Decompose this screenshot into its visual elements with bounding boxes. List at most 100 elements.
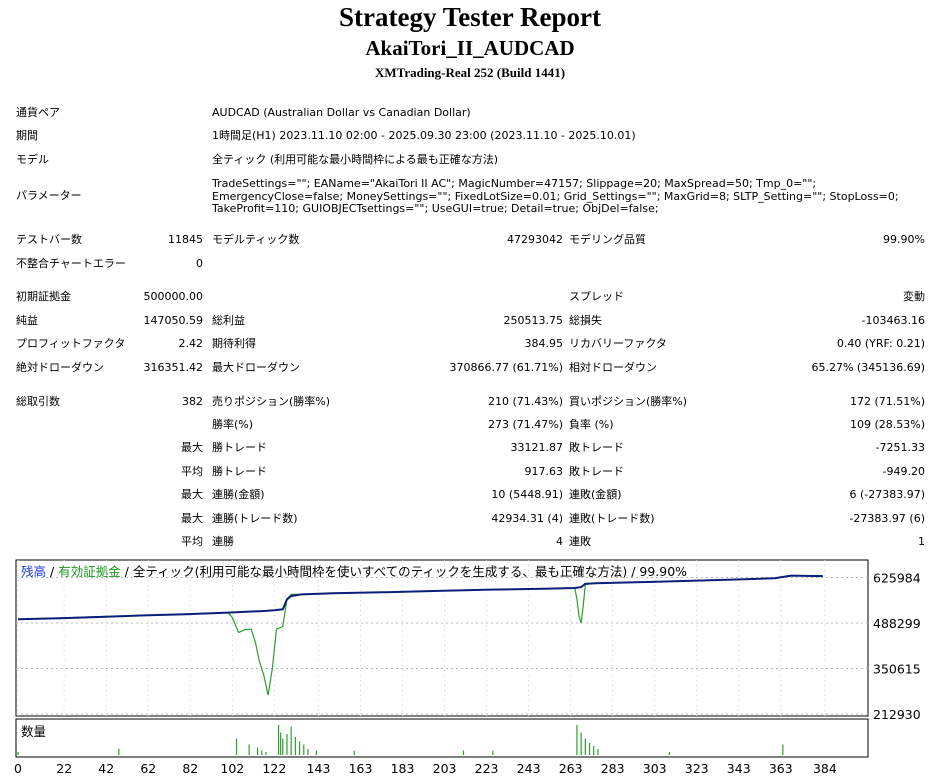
- avg-loss-value: -949.20: [882, 465, 925, 478]
- x-tick-label: 384: [813, 761, 837, 776]
- symbol-value: AUDCAD (Australian Dollar vs Canadian Do…: [212, 106, 471, 119]
- x-tick-label: 82: [182, 761, 198, 776]
- chart-frame: [15, 559, 869, 717]
- chart-grid: [16, 560, 868, 716]
- bars-value: 11845: [168, 233, 203, 246]
- expected-payoff-label: 期待利得: [212, 337, 256, 350]
- period-label: 期間: [16, 129, 38, 142]
- x-tick-label: 183: [391, 761, 415, 776]
- y-tick-label: 488299: [873, 616, 921, 631]
- params-label: パラメーター: [16, 189, 82, 202]
- rel-drawdown-value: 65.27% (345136.69): [811, 361, 925, 374]
- report-server: XMTrading-Real 252 (Build 1441): [374, 65, 566, 80]
- bars-label: テストバー数: [16, 233, 82, 246]
- symbol-label: 通貨ペア: [16, 106, 60, 119]
- max-drawdown-value: 370866.77 (61.71%): [449, 361, 563, 374]
- win-rate-value: 273 (71.47%): [487, 418, 563, 431]
- report-subtitle: AkaiTori_II_AUDCAD: [365, 36, 575, 60]
- cons-wins-amount-value: 10 (5448.91): [491, 488, 563, 501]
- cons-losses-count-value: -27383.97 (6): [849, 512, 925, 525]
- y-tick-label: 350615: [873, 662, 921, 677]
- loss-rate-value: 109 (28.53%): [849, 418, 925, 431]
- y-tick-labels: 625984 488299 350615 212930: [873, 571, 921, 722]
- deposit-label: 初期証拠金: [16, 290, 71, 303]
- recovery-factor-value: 0.40 (YRF: 0.21): [836, 337, 925, 350]
- x-tick-label: 363: [769, 761, 793, 776]
- cons-losses-amount-label: 連敗(金額): [569, 488, 622, 501]
- max-word: 最大: [181, 512, 203, 525]
- x-tick-label: 0: [14, 761, 22, 776]
- legend-equity: 有効証拠金: [58, 564, 121, 579]
- legend-balance: 残高: [21, 564, 46, 579]
- volume-label: 数量: [21, 724, 46, 739]
- deposit-value: 500000.00: [143, 290, 204, 303]
- mismatch-label: 不整合チャートエラー: [16, 257, 126, 270]
- legend-separator: /: [46, 564, 58, 579]
- abs-drawdown-value: 316351.42: [143, 361, 204, 374]
- avg-loss-label: 敗トレード: [569, 465, 624, 478]
- short-positions-label: 売りポジション(勝率%): [212, 395, 331, 408]
- largest-loss-value: -7251.33: [875, 441, 925, 454]
- x-tick-label: 203: [433, 761, 457, 776]
- cons-wins-count-value: 42934.31 (4): [491, 512, 563, 525]
- largest-loss-label: 敗トレード: [569, 441, 624, 454]
- x-tick-label: 223: [475, 761, 499, 776]
- quality-value: 99.90%: [883, 233, 925, 246]
- spread-label: スプレッド: [569, 290, 624, 303]
- x-tick-label: 343: [727, 761, 751, 776]
- total-trades-label: 総取引数: [16, 395, 60, 408]
- volume-bars: [17, 725, 784, 755]
- report-title: Strategy Tester Report: [339, 2, 601, 32]
- long-positions-label: 買いポジション(勝率%): [569, 395, 688, 408]
- rel-drawdown-label: 相対ドローダウン: [569, 361, 657, 374]
- x-tick-label: 303: [643, 761, 667, 776]
- avg-word: 平均: [181, 535, 203, 548]
- ticks-label: モデルティック数: [212, 233, 300, 246]
- expected-payoff-value: 384.95: [524, 337, 564, 350]
- legend-description: / 全ティック(利用可能な最小時間枠を使いすべてのティックを生成する、最も正確な…: [121, 564, 687, 579]
- x-tick-label: 283: [601, 761, 625, 776]
- x-tick-label: 163: [349, 761, 373, 776]
- cons-wins-count-label: 連勝(トレード数): [212, 512, 298, 525]
- y-tick-label: 625984: [873, 571, 921, 586]
- long-positions-value: 172 (71.51%): [849, 395, 925, 408]
- cons-wins-amount-label: 連勝(金額): [212, 488, 265, 501]
- mismatch-value: 0: [196, 257, 203, 270]
- avg-win-value: 917.63: [524, 465, 564, 478]
- model-value: 全ティック (利用可能な最小時間枠による最も正確な方法): [212, 153, 499, 166]
- avg-cons-wins-value: 4: [556, 535, 563, 548]
- x-tick-label: 243: [517, 761, 541, 776]
- largest-win-value: 33121.87: [510, 441, 564, 454]
- x-tick-label: 323: [685, 761, 709, 776]
- x-tick-label: 143: [307, 761, 331, 776]
- chart-legend: 残高 / 有効証拠金 / 全ティック(利用可能な最小時間枠を使いすべてのティック…: [21, 564, 687, 579]
- ticks-value: 47293042: [507, 233, 563, 246]
- avg-cons-losses-value: 1: [918, 535, 925, 548]
- volume-frame: [15, 718, 869, 758]
- spread-value: 変動: [903, 290, 925, 303]
- max-word: 最大: [181, 441, 203, 454]
- max-drawdown-label: 最大ドローダウン: [212, 361, 300, 374]
- loss-rate-label: 負率 (%): [569, 418, 614, 431]
- largest-win-label: 勝トレード: [212, 441, 267, 454]
- x-tick-label: 102: [220, 761, 244, 776]
- avg-word: 平均: [181, 465, 203, 478]
- abs-drawdown-label: 絶対ドローダウン: [16, 361, 104, 374]
- x-tick-label: 62: [140, 761, 156, 776]
- x-tick-label: 122: [262, 761, 286, 776]
- profit-factor-value: 2.42: [178, 337, 204, 350]
- model-label: モデル: [16, 153, 49, 166]
- x-tick-labels: 0 22 42 62 82 102 122 143 163 183 203 223 243 263 283 3…: [14, 761, 837, 776]
- short-positions-value: 210 (71.43%): [487, 395, 563, 408]
- total-trades-value: 382: [182, 395, 203, 408]
- win-rate-label: 勝率(%): [212, 418, 254, 431]
- x-tick-label: 263: [559, 761, 583, 776]
- avg-cons-losses-label: 連敗: [569, 535, 591, 548]
- cons-losses-count-label: 連敗(トレード数): [569, 512, 655, 525]
- gross-loss-label: 総損失: [569, 314, 602, 327]
- profit-factor-label: プロフィットファクタ: [16, 337, 126, 350]
- params-value: TradeSettings=""; EAName="AkaiTori II AC…: [212, 177, 899, 215]
- quality-label: モデリング品質: [569, 233, 646, 246]
- max-word: 最大: [181, 488, 203, 501]
- balance-line: [17, 574, 823, 621]
